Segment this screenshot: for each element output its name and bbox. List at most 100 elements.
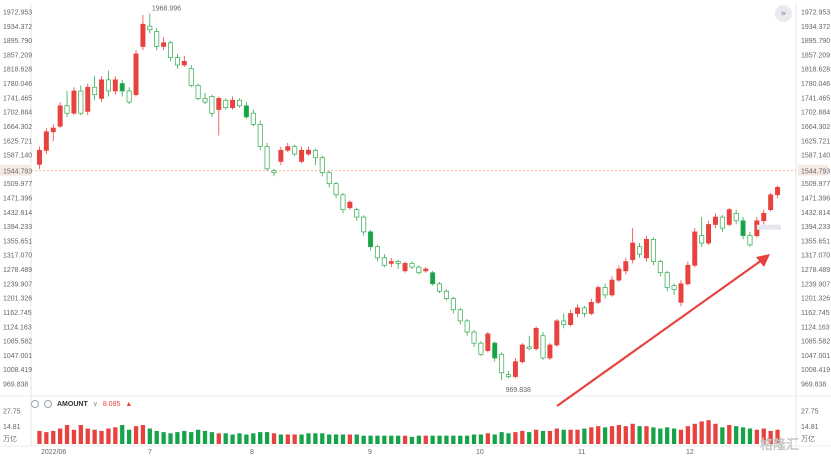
indicator-name[interactable]: AMOUNT xyxy=(57,400,88,408)
candle-body xyxy=(588,302,594,314)
candle-body xyxy=(581,307,587,314)
volume-bar xyxy=(658,428,663,444)
y-tick-label-right: 1432.814 xyxy=(801,210,830,217)
candle-body xyxy=(368,231,374,248)
volume-bar xyxy=(182,430,187,444)
candle-body xyxy=(664,272,670,288)
y-tick-label-left: 1972.953 xyxy=(3,10,32,17)
x-tick-label: 8 xyxy=(250,449,254,456)
y-tick-label-right: 1085.582 xyxy=(801,339,830,346)
candle-body xyxy=(402,263,408,272)
y-tick-label-right: 1471.396 xyxy=(801,195,830,202)
candle-body xyxy=(443,290,449,299)
candle-body xyxy=(223,99,229,109)
y-tick-label-right: 1741.465 xyxy=(801,95,830,102)
volume-bar xyxy=(471,434,477,444)
collapse-panel-button[interactable]: » xyxy=(775,5,792,22)
y-tick-label-right: 1162.745 xyxy=(801,310,830,317)
settings-icon[interactable] xyxy=(31,400,39,408)
volume-bar xyxy=(520,430,525,444)
y-tick-label-right: 1124.163 xyxy=(801,324,830,331)
y-tick-label-left: 1857.209 xyxy=(3,52,32,59)
volume-bar xyxy=(216,433,221,444)
y-tick-label-right: 1895.790 xyxy=(801,38,830,45)
volume-bar xyxy=(554,428,559,444)
volume-tick-left: 14.81 xyxy=(3,424,21,431)
candle-body xyxy=(409,263,415,268)
volume-bar xyxy=(64,424,70,444)
y-tick-label-left: 1432.814 xyxy=(3,210,32,217)
volume-bar xyxy=(747,428,753,444)
chevron-down-icon[interactable]: ∨ xyxy=(92,401,98,408)
volume-bar xyxy=(85,428,90,444)
volume-bar xyxy=(251,433,256,444)
y-tick-label-left: 1317.070 xyxy=(3,253,32,260)
candle-body xyxy=(506,374,512,377)
volume-bar xyxy=(106,428,111,444)
y-tick-label-left: 1355.651 xyxy=(3,238,32,245)
eye-icon[interactable] xyxy=(44,400,52,408)
candle-body xyxy=(547,344,553,359)
volume-bar xyxy=(671,428,677,444)
y-tick-label-right: 1972.953 xyxy=(801,10,830,17)
volume-bar xyxy=(78,424,83,444)
candle-body xyxy=(292,146,298,155)
volume-bar xyxy=(271,433,277,444)
y-tick-label-right: 1934.372 xyxy=(801,24,830,31)
y-tick-label-left: 1895.790 xyxy=(3,38,32,45)
volume-bar xyxy=(713,423,718,444)
volume-bar xyxy=(292,434,297,444)
volume-bar xyxy=(623,426,628,444)
y-tick-label-left: 1162.745 xyxy=(3,310,32,317)
volume-bar xyxy=(140,424,146,444)
candle-body xyxy=(733,213,739,222)
candle-body xyxy=(305,149,311,155)
y-tick-label-left: 1124.163 xyxy=(3,324,32,331)
y-tick-label-left: 1239.907 xyxy=(3,281,32,288)
candle-body xyxy=(395,261,401,264)
volume-bar xyxy=(396,435,401,444)
last-price-tag-right xyxy=(798,164,828,176)
watermark-logo: 格隆汇 xyxy=(760,438,800,453)
volume-bar xyxy=(299,434,304,444)
candle-body xyxy=(36,149,42,165)
y-tick-label-left: 1394.233 xyxy=(3,224,32,231)
candle-body xyxy=(568,313,574,325)
y-tick-label-left: 1085.582 xyxy=(3,339,32,346)
volume-bar xyxy=(202,430,208,444)
volume-bar xyxy=(775,429,780,444)
volume-bar xyxy=(368,435,373,444)
candle-body xyxy=(740,220,746,236)
y-tick-label-right: 1317.070 xyxy=(801,253,830,260)
volume-bar xyxy=(437,435,442,444)
candle-body xyxy=(112,79,118,92)
volume-bar xyxy=(513,432,518,444)
candle-body xyxy=(299,149,305,162)
volume-bar xyxy=(347,434,353,444)
candle-body xyxy=(333,183,339,196)
volume-bar xyxy=(409,436,415,444)
volume-bar xyxy=(589,427,594,444)
volume-bar xyxy=(665,427,670,444)
x-tick-label: 11 xyxy=(578,449,585,456)
volume-bar xyxy=(126,429,132,444)
candle-body xyxy=(388,261,394,264)
candle-body xyxy=(575,307,580,314)
volume-bar xyxy=(740,427,746,444)
candle-body xyxy=(361,216,367,233)
candle-body xyxy=(133,53,139,96)
candle-body xyxy=(85,86,91,112)
candle-body xyxy=(726,209,732,225)
y-tick-label-right: 1702.884 xyxy=(801,110,830,117)
y-tick-label-right: 1008.419 xyxy=(801,367,830,374)
y-tick-label-left: 1587.140 xyxy=(3,153,32,160)
volume-bar xyxy=(133,426,139,444)
volume-bar xyxy=(699,421,704,444)
y-tick-label-left: 1664.302 xyxy=(3,124,32,131)
volume-bar xyxy=(175,432,180,444)
volume-tick-left: 27.75 xyxy=(3,409,21,416)
candle-body xyxy=(699,235,705,244)
y-tick-label-left: 1625.721 xyxy=(3,138,32,145)
y-tick-label-left: 1008.419 xyxy=(3,367,32,374)
candle-body xyxy=(609,279,615,296)
